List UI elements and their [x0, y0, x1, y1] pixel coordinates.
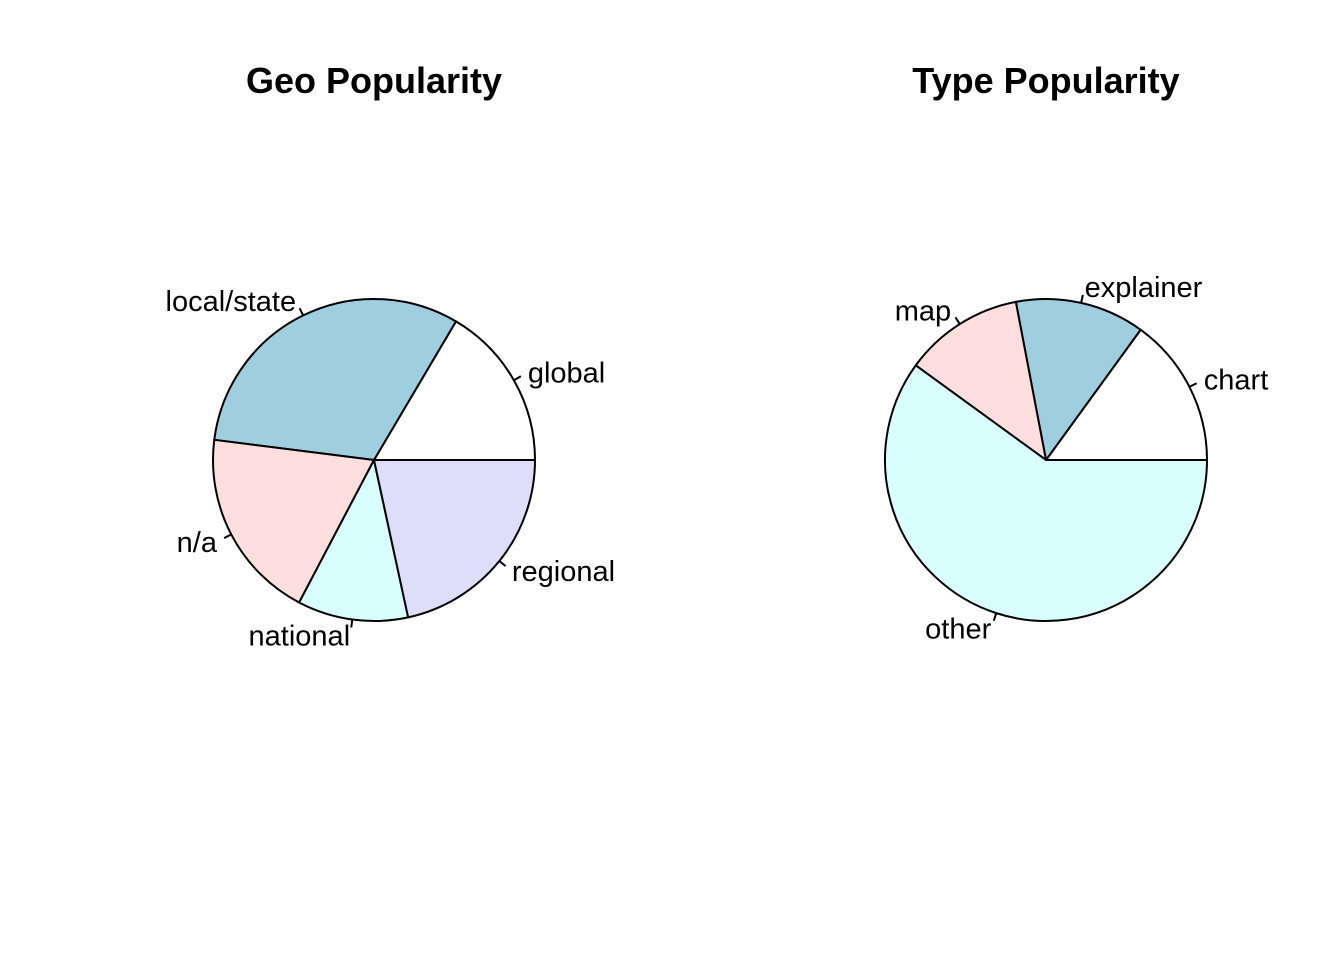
pie-slices: [884, 297, 1209, 622]
label-tick-n-a: [223, 533, 232, 540]
slice-label-national: national: [249, 620, 351, 652]
slice-label-n-a: n/a: [177, 527, 218, 559]
slice-label-explainer: explainer: [1085, 272, 1203, 304]
label-tick-regional: [498, 560, 507, 567]
label-tick-national: [350, 619, 354, 628]
type-popularity-panel: Type Popularity chart explainer map other: [884, 60, 1269, 645]
label-tick-local-state: [298, 307, 305, 316]
slice-label-global: global: [528, 357, 605, 389]
slice-label-chart: chart: [1204, 365, 1268, 397]
pie-labels: chart explainer map other: [895, 272, 1269, 645]
pie-slice-regional: [372, 459, 537, 619]
pie-slice-explainer: [1014, 297, 1143, 463]
pie-slice-local-state: [213, 298, 458, 462]
pie-slice-chart: [1044, 328, 1209, 461]
geo-popularity-panel: Geo Popularity global local/state n/a natio…: [166, 60, 616, 652]
pie-slice-national: [297, 457, 410, 622]
slice-label-map: map: [895, 295, 951, 327]
pie-slice-n-a: [212, 438, 376, 604]
slice-label-other: other: [925, 613, 991, 645]
pie-slice-map: [914, 300, 1048, 463]
label-tick-chart: [1188, 382, 1198, 388]
label-tick-other: [992, 612, 998, 622]
chart-title: Type Popularity: [912, 60, 1179, 101]
slice-label-regional: regional: [512, 556, 615, 588]
pie-slices: [212, 298, 537, 622]
label-tick-global: [513, 375, 522, 382]
label-tick-map: [954, 316, 961, 325]
slice-label-local-state: local/state: [166, 286, 297, 318]
chart-title: Geo Popularity: [246, 60, 502, 101]
label-tick-explainer: [1080, 294, 1084, 304]
pie-labels: global local/state n/a national regional: [166, 286, 616, 653]
